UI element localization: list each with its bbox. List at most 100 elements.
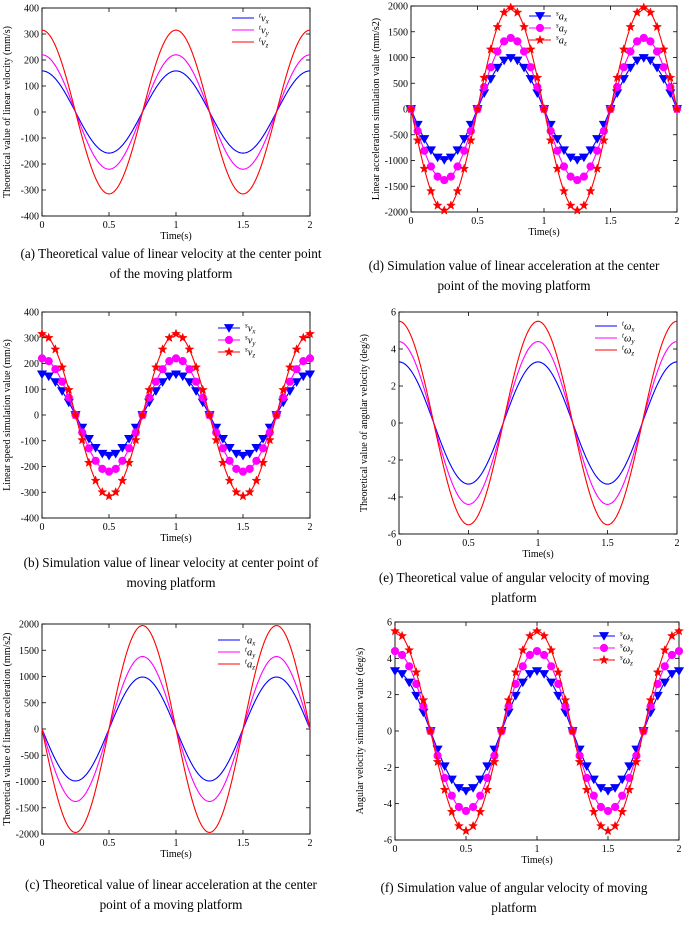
series-line-tvz xyxy=(41,29,311,195)
marker-swz xyxy=(617,806,628,817)
marker-svz xyxy=(144,384,155,395)
y-tick-label: 2000 xyxy=(388,2,408,13)
marker-swx xyxy=(595,784,606,793)
marker-saz xyxy=(518,21,530,32)
series-swy xyxy=(390,646,684,816)
marker-swz xyxy=(631,756,642,767)
legend-marker-sax xyxy=(534,12,546,21)
y-tick-label: 0 xyxy=(34,108,39,119)
marker-svz xyxy=(83,457,94,467)
legend-symbol: ω xyxy=(624,322,631,333)
marker-sax xyxy=(492,63,503,73)
marker-svz xyxy=(177,332,188,343)
marker-saz xyxy=(485,44,496,54)
marker-svz xyxy=(191,361,202,372)
marker-swy xyxy=(405,662,414,671)
marker-svx xyxy=(164,372,175,382)
marker-saz xyxy=(525,44,536,54)
marker-swy xyxy=(596,802,605,812)
marker-svz xyxy=(298,332,309,343)
marker-swy xyxy=(532,646,542,656)
legend-symbol: a xyxy=(559,12,564,23)
legend-sub: x xyxy=(251,328,256,336)
marker-sax xyxy=(632,56,643,66)
marker-svz xyxy=(70,409,81,420)
marker-swx xyxy=(602,787,614,796)
marker-swz xyxy=(560,694,571,705)
x-tick-label: 1.5 xyxy=(237,838,250,849)
marker-saz xyxy=(445,200,456,210)
marker-svx xyxy=(150,387,161,396)
marker-svy xyxy=(91,456,100,465)
marker-saz xyxy=(612,72,623,82)
chart-panel-d: 0 0.5 1 1.5 2 -2000 -1500 -1000 -500 0 500 1000 1500… xyxy=(343,0,685,300)
marker-swx xyxy=(411,691,422,701)
legend-sub: z xyxy=(251,664,255,672)
y-tick-label: 500 xyxy=(393,79,408,90)
marker-say xyxy=(493,47,502,56)
series-swx xyxy=(389,667,685,796)
y-tick-label: 0 xyxy=(387,727,392,738)
marker-say xyxy=(559,162,569,171)
y-tick-label: 200 xyxy=(24,56,39,67)
marker-saz xyxy=(605,103,616,114)
y-tick-label: 1000 xyxy=(19,672,39,683)
legend-sub: z xyxy=(630,350,634,358)
legend-symbol: v xyxy=(261,38,266,49)
marker-swz xyxy=(595,820,606,831)
legend-sub: y xyxy=(251,340,256,348)
legend-label-svz: svz xyxy=(245,346,255,360)
marker-saz xyxy=(419,163,430,173)
legend-label-saz: saz xyxy=(556,34,567,48)
marker-say xyxy=(652,47,662,56)
x-tick-label: 1 xyxy=(536,538,541,549)
series-line-twx xyxy=(398,361,678,485)
marker-swx xyxy=(666,670,677,679)
y-tick-label: 0 xyxy=(391,419,396,430)
caption-a: (a) Theoretical value of linear velocity… xyxy=(0,244,342,284)
marker-swy xyxy=(667,650,676,660)
marker-swx xyxy=(482,762,493,772)
caption-a-line-1: (a) Theoretical value of linear velocity… xyxy=(20,246,322,261)
caption-b: (b) Simulation value of linear velocity … xyxy=(0,553,342,593)
legend-sub: x xyxy=(630,326,635,334)
caption-e-line-1: (e) Theoretical value of angular velocit… xyxy=(378,570,650,585)
marker-svx xyxy=(244,449,255,459)
series-tvy xyxy=(41,54,311,170)
marker-swy xyxy=(476,791,485,800)
y-axis-label: Theoretical value of linear acceleration… xyxy=(2,633,13,826)
x-tick-label: 0.5 xyxy=(103,838,116,849)
marker-swy xyxy=(540,650,549,660)
plot-frame xyxy=(398,311,678,535)
marker-swz xyxy=(539,630,550,641)
legend-symbol: ω xyxy=(623,632,630,643)
legend-label-twy: tωy xyxy=(622,332,635,346)
marker-svy xyxy=(118,456,127,465)
marker-say xyxy=(639,33,648,43)
plot-frame xyxy=(41,311,311,519)
legend-label-svy: svy xyxy=(245,334,256,348)
marker-svz xyxy=(204,409,215,420)
marker-swy xyxy=(547,662,556,671)
marker-swx xyxy=(475,775,486,785)
legend-sub: z xyxy=(265,42,269,50)
marker-swy xyxy=(674,646,684,656)
legend-symbol: v xyxy=(261,26,266,37)
marker-saz xyxy=(665,72,676,82)
marker-saz xyxy=(459,163,470,173)
marker-swx xyxy=(581,762,592,772)
legend-sup: s xyxy=(245,322,248,330)
marker-sax xyxy=(651,63,663,73)
x-tick-label: 0 xyxy=(40,220,45,231)
marker-swx xyxy=(531,667,543,676)
x-axis-label: Time(s) xyxy=(521,855,552,866)
marker-svy xyxy=(259,444,268,453)
legend-sup: s xyxy=(245,346,248,354)
marker-sax xyxy=(425,146,437,156)
chart-a: 0 0.5 1 1.5 2 -400 -300 -200 -100 0 100 200 300 400 Ti… xyxy=(2,4,313,243)
marker-svy xyxy=(44,357,53,366)
x-tick-label: 2 xyxy=(675,216,680,227)
marker-svx xyxy=(284,387,295,396)
legend-sub: z xyxy=(251,352,255,360)
